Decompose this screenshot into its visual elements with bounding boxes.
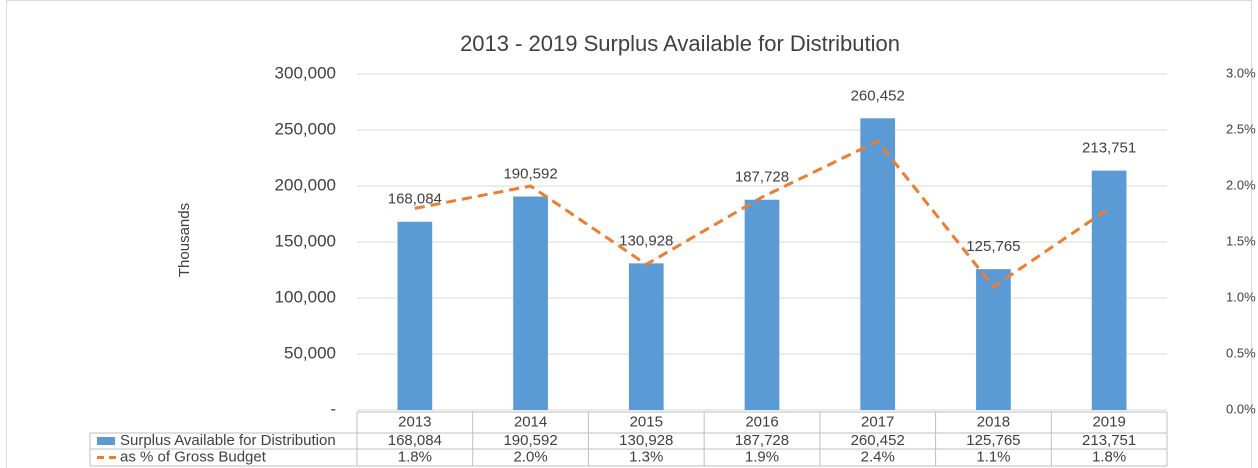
bar (397, 221, 433, 410)
table-cell: 2.0% (513, 448, 547, 465)
table-cell: 1.1% (976, 448, 1010, 465)
data-label: 168,084 (388, 191, 442, 208)
data-label: 130,928 (619, 232, 673, 249)
y2-tick-label: 2.5% (1226, 121, 1256, 136)
y-tick-label: 200,000 (275, 175, 336, 194)
table-cell: 190,592 (503, 432, 557, 449)
y-tick-label: 150,000 (275, 231, 336, 250)
legend-label: Surplus Available for Distribution (120, 432, 336, 449)
x-tick-label: 2013 (398, 413, 431, 430)
y2-tick-label: 3.0% (1226, 65, 1256, 80)
y-axis-label: Thousands (176, 203, 193, 277)
y-tick-label: 100,000 (275, 287, 336, 306)
table-cell: 1.9% (745, 448, 779, 465)
y-tick-label: - (330, 399, 336, 418)
chart-title: 2013 - 2019 Surplus Available for Distri… (460, 31, 900, 56)
table-cell: 130,928 (619, 432, 673, 449)
line (414, 139, 1110, 289)
data-label: 190,592 (503, 166, 557, 183)
x-tick-label: 2018 (977, 413, 1010, 430)
data-label: 187,728 (735, 169, 789, 186)
table-cell: 1.3% (629, 448, 663, 465)
bar (513, 196, 548, 410)
table-cell: 1.8% (398, 448, 432, 465)
legend-label: as % of Gross Budget (120, 448, 267, 465)
y2-tick-label: 0.5% (1226, 345, 1256, 360)
legend-key (97, 437, 115, 445)
y2-tick-label: 2.0% (1226, 177, 1256, 192)
bar (744, 199, 780, 410)
y2-tick-label: 1.0% (1226, 289, 1256, 304)
y-tick-label: 50,000 (284, 343, 336, 362)
x-tick-label: 2019 (1092, 413, 1125, 430)
table-cell: 2.4% (861, 448, 895, 465)
x-tick-label: 2017 (861, 413, 894, 430)
x-tick-label: 2014 (514, 413, 547, 430)
table-cell: 213,751 (1082, 432, 1136, 449)
x-tick-label: 2015 (630, 413, 663, 430)
table-cell: 168,084 (388, 432, 442, 449)
y2-tick-label: 0.0% (1226, 401, 1256, 416)
table-cell: 260,452 (851, 432, 905, 449)
table-cell: 125,765 (966, 432, 1020, 449)
bar (860, 118, 896, 410)
bar (1091, 170, 1127, 410)
y-tick-label: 300,000 (275, 63, 336, 82)
bar (976, 269, 1011, 410)
bar (628, 263, 664, 410)
data-label: 213,751 (1082, 140, 1136, 157)
data-label: 125,765 (966, 238, 1020, 255)
y-tick-label: 250,000 (275, 119, 336, 138)
x-tick-label: 2016 (745, 413, 778, 430)
y2-tick-label: 1.5% (1226, 233, 1256, 248)
table-cell: 1.8% (1092, 448, 1126, 465)
data-label: 260,452 (851, 87, 905, 104)
table-cell: 187,728 (735, 432, 789, 449)
